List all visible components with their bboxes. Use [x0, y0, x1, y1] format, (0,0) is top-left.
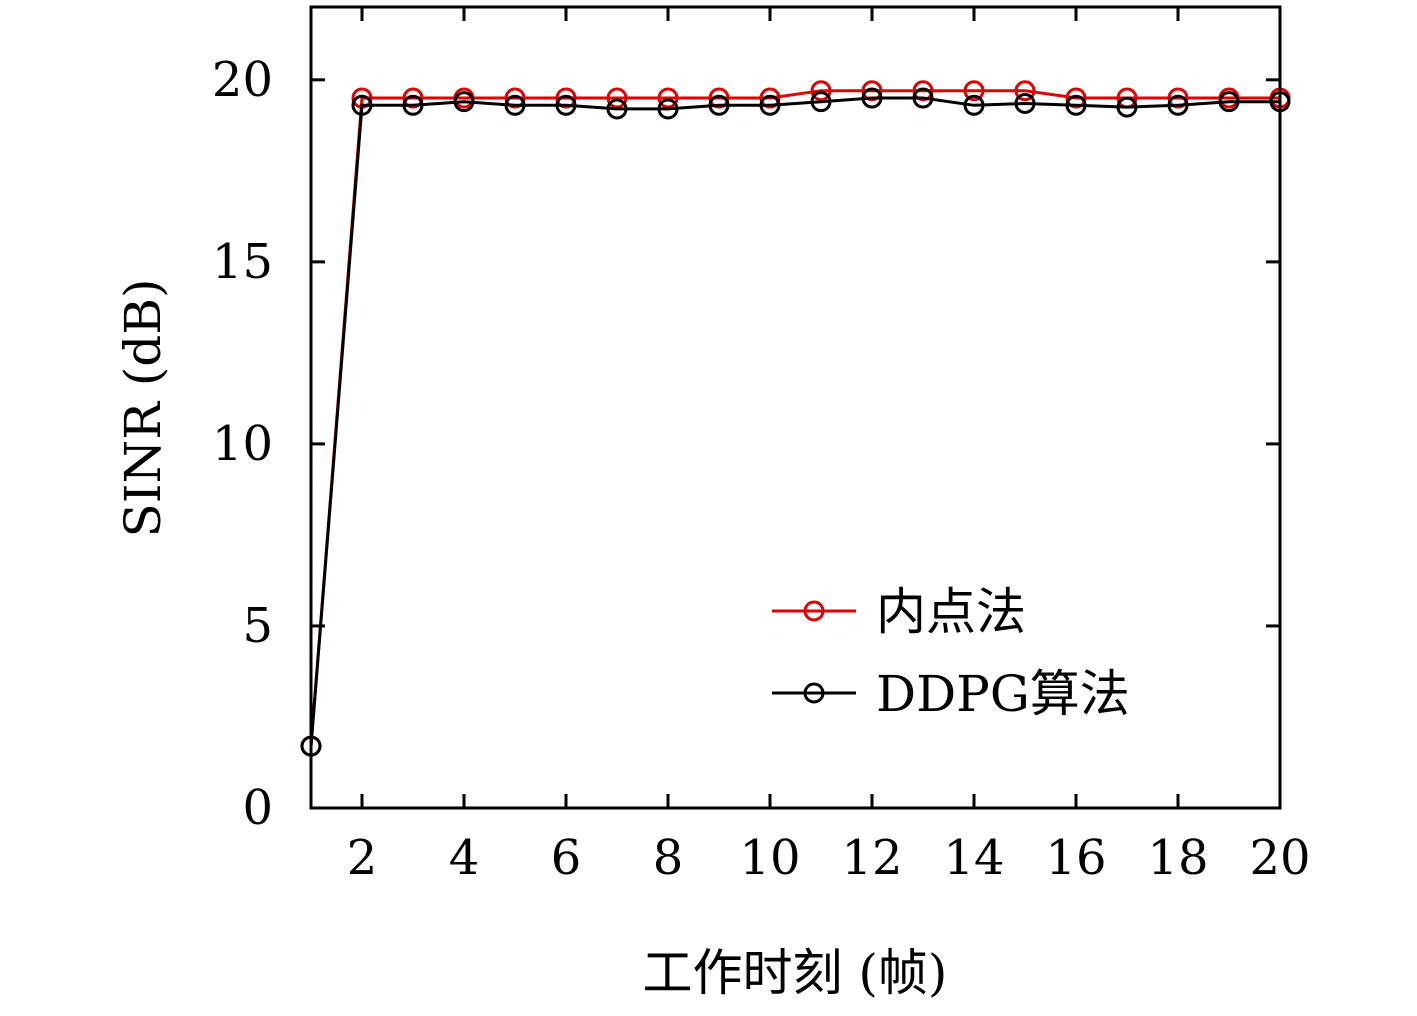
- data-point-series2-3: [402, 94, 424, 116]
- data-point-series2-2: [351, 94, 373, 116]
- y-tick-label-10: 10: [212, 416, 273, 472]
- x-tick-label-20: 20: [1249, 830, 1310, 886]
- data-point-series2-8: [657, 98, 679, 120]
- series-layer: [300, 80, 1291, 757]
- data-point-series1-3: [402, 87, 424, 109]
- data-point-series1-6: [555, 87, 577, 109]
- data-point-series1-14: [963, 80, 985, 102]
- data-point-series1-13: [912, 80, 934, 102]
- data-point-series2-5: [504, 94, 526, 116]
- data-point-series2-16: [1065, 94, 1087, 116]
- data-point-series2-10: [759, 94, 781, 116]
- data-point-series2-18: [1167, 94, 1189, 116]
- x-tick-label-4: 4: [449, 830, 480, 886]
- data-point-series1-12: [861, 80, 883, 102]
- x-tick-label-18: 18: [1147, 830, 1208, 886]
- legend-label-2: DDPG算法: [876, 665, 1130, 723]
- data-point-series2-13: [912, 87, 934, 109]
- x-tick-label-6: 6: [551, 830, 582, 886]
- data-point-series1-18: [1167, 87, 1189, 109]
- series-line-2: [309, 96, 1280, 747]
- x-tick-label-14: 14: [943, 830, 1004, 886]
- data-point-series2-17: [1116, 96, 1138, 118]
- x-axis-title: 工作时刻 (帧): [643, 944, 948, 1002]
- data-point-series1-9: [708, 87, 730, 109]
- data-point-series1-7: [606, 87, 628, 109]
- data-point-series1-10: [759, 87, 781, 109]
- y-tick-label-0: 0: [242, 780, 273, 836]
- legend-label-1: 内点法: [876, 583, 1026, 641]
- x-tick-label-2: 2: [347, 830, 378, 886]
- data-point-series1-16: [1065, 87, 1087, 109]
- x-tick-label-10: 10: [739, 830, 800, 886]
- legend-marker-2: [803, 682, 825, 704]
- y-tick-label-15: 15: [212, 234, 273, 290]
- data-point-series2-15: [1014, 92, 1036, 114]
- data-point-series2-7: [606, 98, 628, 120]
- data-point-series2-9: [708, 94, 730, 116]
- data-point-series1-8: [657, 87, 679, 109]
- y-tick-label-5: 5: [242, 598, 273, 654]
- y-tick-label-20: 20: [212, 52, 273, 108]
- x-tick-label-16: 16: [1045, 830, 1106, 886]
- data-point-series2-4: [453, 91, 475, 113]
- data-point-series2-6: [555, 94, 577, 116]
- legend-marker-1: [803, 600, 825, 622]
- axes-layer: 2 4 6 8 10 12 14 16 18 20 0 5 10 15 20: [212, 5, 1311, 886]
- y-axis-title: SINR (dB): [114, 278, 172, 537]
- data-point-series2-14: [963, 94, 985, 116]
- data-point-series2-12: [861, 87, 883, 109]
- plot-frame: [309, 5, 1282, 810]
- x-tick-label-8: 8: [653, 830, 684, 886]
- data-point-series1-5: [504, 87, 526, 109]
- data-point-series1-15: [1014, 80, 1036, 102]
- data-point-series2-11: [810, 91, 832, 113]
- legend: 内点法 DDPG算法: [772, 583, 1130, 723]
- data-point-series1-11: [810, 80, 832, 102]
- series-line-1: [309, 89, 1280, 747]
- data-point-series2-19: [1218, 91, 1240, 113]
- x-tick-label-12: 12: [841, 830, 902, 886]
